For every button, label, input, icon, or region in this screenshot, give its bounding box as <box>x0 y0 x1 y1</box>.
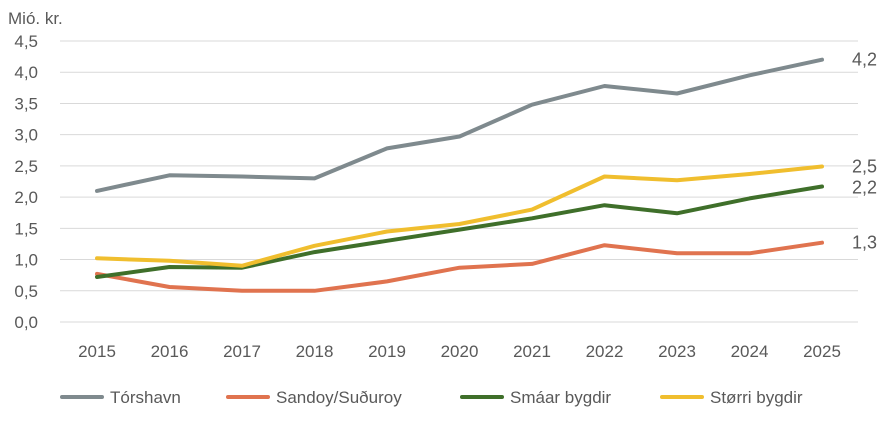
end-labels: 4,2 2,52,2 1,3 <box>852 50 877 253</box>
series-lines <box>95 57 824 293</box>
x-tick-label: 2019 <box>368 342 406 361</box>
legend-item: Sandoy/Suðuroy <box>226 388 402 407</box>
x-tick-label: 2023 <box>658 342 696 361</box>
legend-label: Smáar bygdir <box>510 388 611 407</box>
x-tick-label: 2016 <box>151 342 189 361</box>
legend: Tórshavn Sandoy/Suðuroy Smáar bygdir Størri… <box>60 388 803 407</box>
y-tick-label: 1,0 <box>14 251 38 270</box>
y-tick-label: 2,0 <box>14 188 38 207</box>
series-line-sandoy-su-uroy <box>95 240 824 293</box>
y-tick-label: 0,0 <box>14 313 38 332</box>
series-line-sm-ar-bygdir <box>95 184 824 279</box>
x-tick-label: 2020 <box>441 342 479 361</box>
series-line-st-rri-bygdir <box>95 164 824 268</box>
x-tick-label: 2015 <box>78 342 116 361</box>
x-tick-label: 2021 <box>513 342 551 361</box>
legend-label: Størri bygdir <box>710 388 803 407</box>
legend-item: Smáar bygdir <box>460 388 611 407</box>
y-tick-label: 4,0 <box>14 63 38 82</box>
end-value-label: 2,5 <box>852 157 877 177</box>
y-tick-label: 3,0 <box>14 126 38 145</box>
y-axis-unit-label: Mió. kr. <box>8 9 63 28</box>
x-tick-label: 2025 <box>803 342 841 361</box>
x-tick-label: 2018 <box>296 342 334 361</box>
gridlines <box>60 40 858 323</box>
legend-item: Tórshavn <box>60 388 181 407</box>
legend-label: Sandoy/Suðuroy <box>276 388 402 407</box>
series-line-t-rshavn <box>95 57 824 193</box>
x-tick-label: 2022 <box>586 342 624 361</box>
y-tick-label: 3,5 <box>14 94 38 113</box>
x-tick-label: 2024 <box>731 342 769 361</box>
x-tick-label: 2017 <box>223 342 261 361</box>
y-tick-label: 1,5 <box>14 219 38 238</box>
y-tick-label: 0,5 <box>14 282 38 301</box>
legend-label: Tórshavn <box>110 388 181 407</box>
x-axis-ticks: 2015 2016 2017 2018 2019 2020 2021 2022 2023 2024… <box>78 342 841 361</box>
end-value-label: 2,2 <box>852 178 877 198</box>
legend-item: Størri bygdir <box>660 388 803 407</box>
end-value-label: 4,2 <box>852 50 877 70</box>
y-axis-ticks: 0,0 0,5 1,0 1,5 2,0 2,5 3,0 3,5 4,0 4,5 <box>14 32 38 332</box>
y-tick-label: 2,5 <box>14 157 38 176</box>
end-value-label: 1,3 <box>852 233 877 253</box>
y-tick-label: 4,5 <box>14 32 38 51</box>
